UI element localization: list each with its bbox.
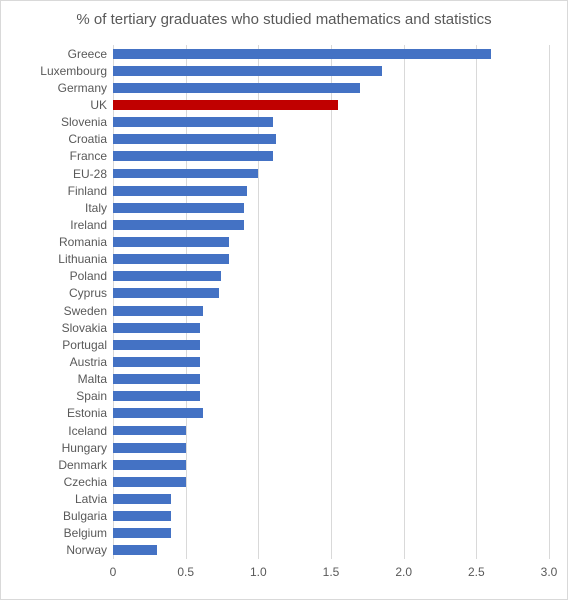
y-tick-label: EU-28 (73, 167, 113, 181)
y-tick-label: Romania (59, 235, 113, 249)
bar (113, 271, 221, 281)
y-tick-label: Finland (68, 184, 113, 198)
y-tick-label: Latvia (75, 492, 113, 506)
y-tick-label: Lithuania (58, 252, 113, 266)
y-tick-label: Austria (70, 355, 113, 369)
y-tick-label: Italy (85, 201, 113, 215)
x-tick-label: 1.5 (323, 559, 340, 579)
x-tick-label: 2.0 (395, 559, 412, 579)
y-tick-label: Slovenia (61, 115, 113, 129)
chart-title: % of tertiary graduates who studied math… (1, 11, 567, 28)
bar (113, 117, 273, 127)
bar (113, 254, 229, 264)
bar (113, 528, 171, 538)
bar (113, 494, 171, 504)
y-tick-label: Belgium (64, 526, 113, 540)
gridline (476, 45, 477, 559)
bar (113, 288, 219, 298)
bar (113, 49, 491, 59)
y-tick-label: Malta (78, 372, 113, 386)
bar (113, 545, 157, 555)
y-tick-label: Luxembourg (40, 64, 113, 78)
gridline (404, 45, 405, 559)
bar (113, 186, 247, 196)
y-tick-label: Croatia (68, 132, 113, 146)
y-tick-label: Germany (58, 81, 113, 95)
y-tick-label: Portugal (62, 338, 113, 352)
x-tick-label: 0.5 (177, 559, 194, 579)
bar (113, 203, 244, 213)
y-tick-label: Cyprus (69, 286, 113, 300)
bar (113, 391, 200, 401)
bar (113, 323, 200, 333)
y-tick-label: Poland (70, 269, 113, 283)
y-tick-label: Czechia (64, 475, 113, 489)
bar (113, 443, 186, 453)
gridline (549, 45, 550, 559)
bar (113, 83, 360, 93)
x-tick-label: 1.0 (250, 559, 267, 579)
y-tick-label: Hungary (62, 441, 113, 455)
plot-area: 00.51.01.52.02.53.0GreeceLuxembourgGerma… (113, 45, 549, 559)
bar (113, 477, 186, 487)
y-tick-label: Sweden (64, 304, 113, 318)
y-tick-label: Slovakia (62, 321, 113, 335)
gridline (331, 45, 332, 559)
y-tick-label: Denmark (58, 458, 113, 472)
y-tick-label: Greece (68, 47, 113, 61)
x-tick-label: 2.5 (468, 559, 485, 579)
x-tick-label: 3.0 (541, 559, 558, 579)
chart-container: % of tertiary graduates who studied math… (0, 0, 568, 600)
y-tick-label: UK (90, 98, 113, 112)
y-tick-label: Iceland (68, 424, 113, 438)
bar (113, 100, 338, 110)
bar (113, 306, 203, 316)
bar (113, 357, 200, 367)
bar (113, 237, 229, 247)
bar (113, 66, 382, 76)
y-tick-label: Ireland (70, 218, 113, 232)
y-tick-label: France (70, 149, 113, 163)
bar (113, 374, 200, 384)
bar (113, 408, 203, 418)
y-tick-label: Spain (76, 389, 113, 403)
bar (113, 340, 200, 350)
bar (113, 220, 244, 230)
bar (113, 511, 171, 521)
x-tick-label: 0 (110, 559, 117, 579)
bar (113, 169, 258, 179)
bar (113, 426, 186, 436)
y-tick-label: Bulgaria (63, 509, 113, 523)
bar (113, 151, 273, 161)
bar (113, 134, 276, 144)
y-tick-label: Norway (66, 543, 113, 557)
bar (113, 460, 186, 470)
y-tick-label: Estonia (67, 406, 113, 420)
